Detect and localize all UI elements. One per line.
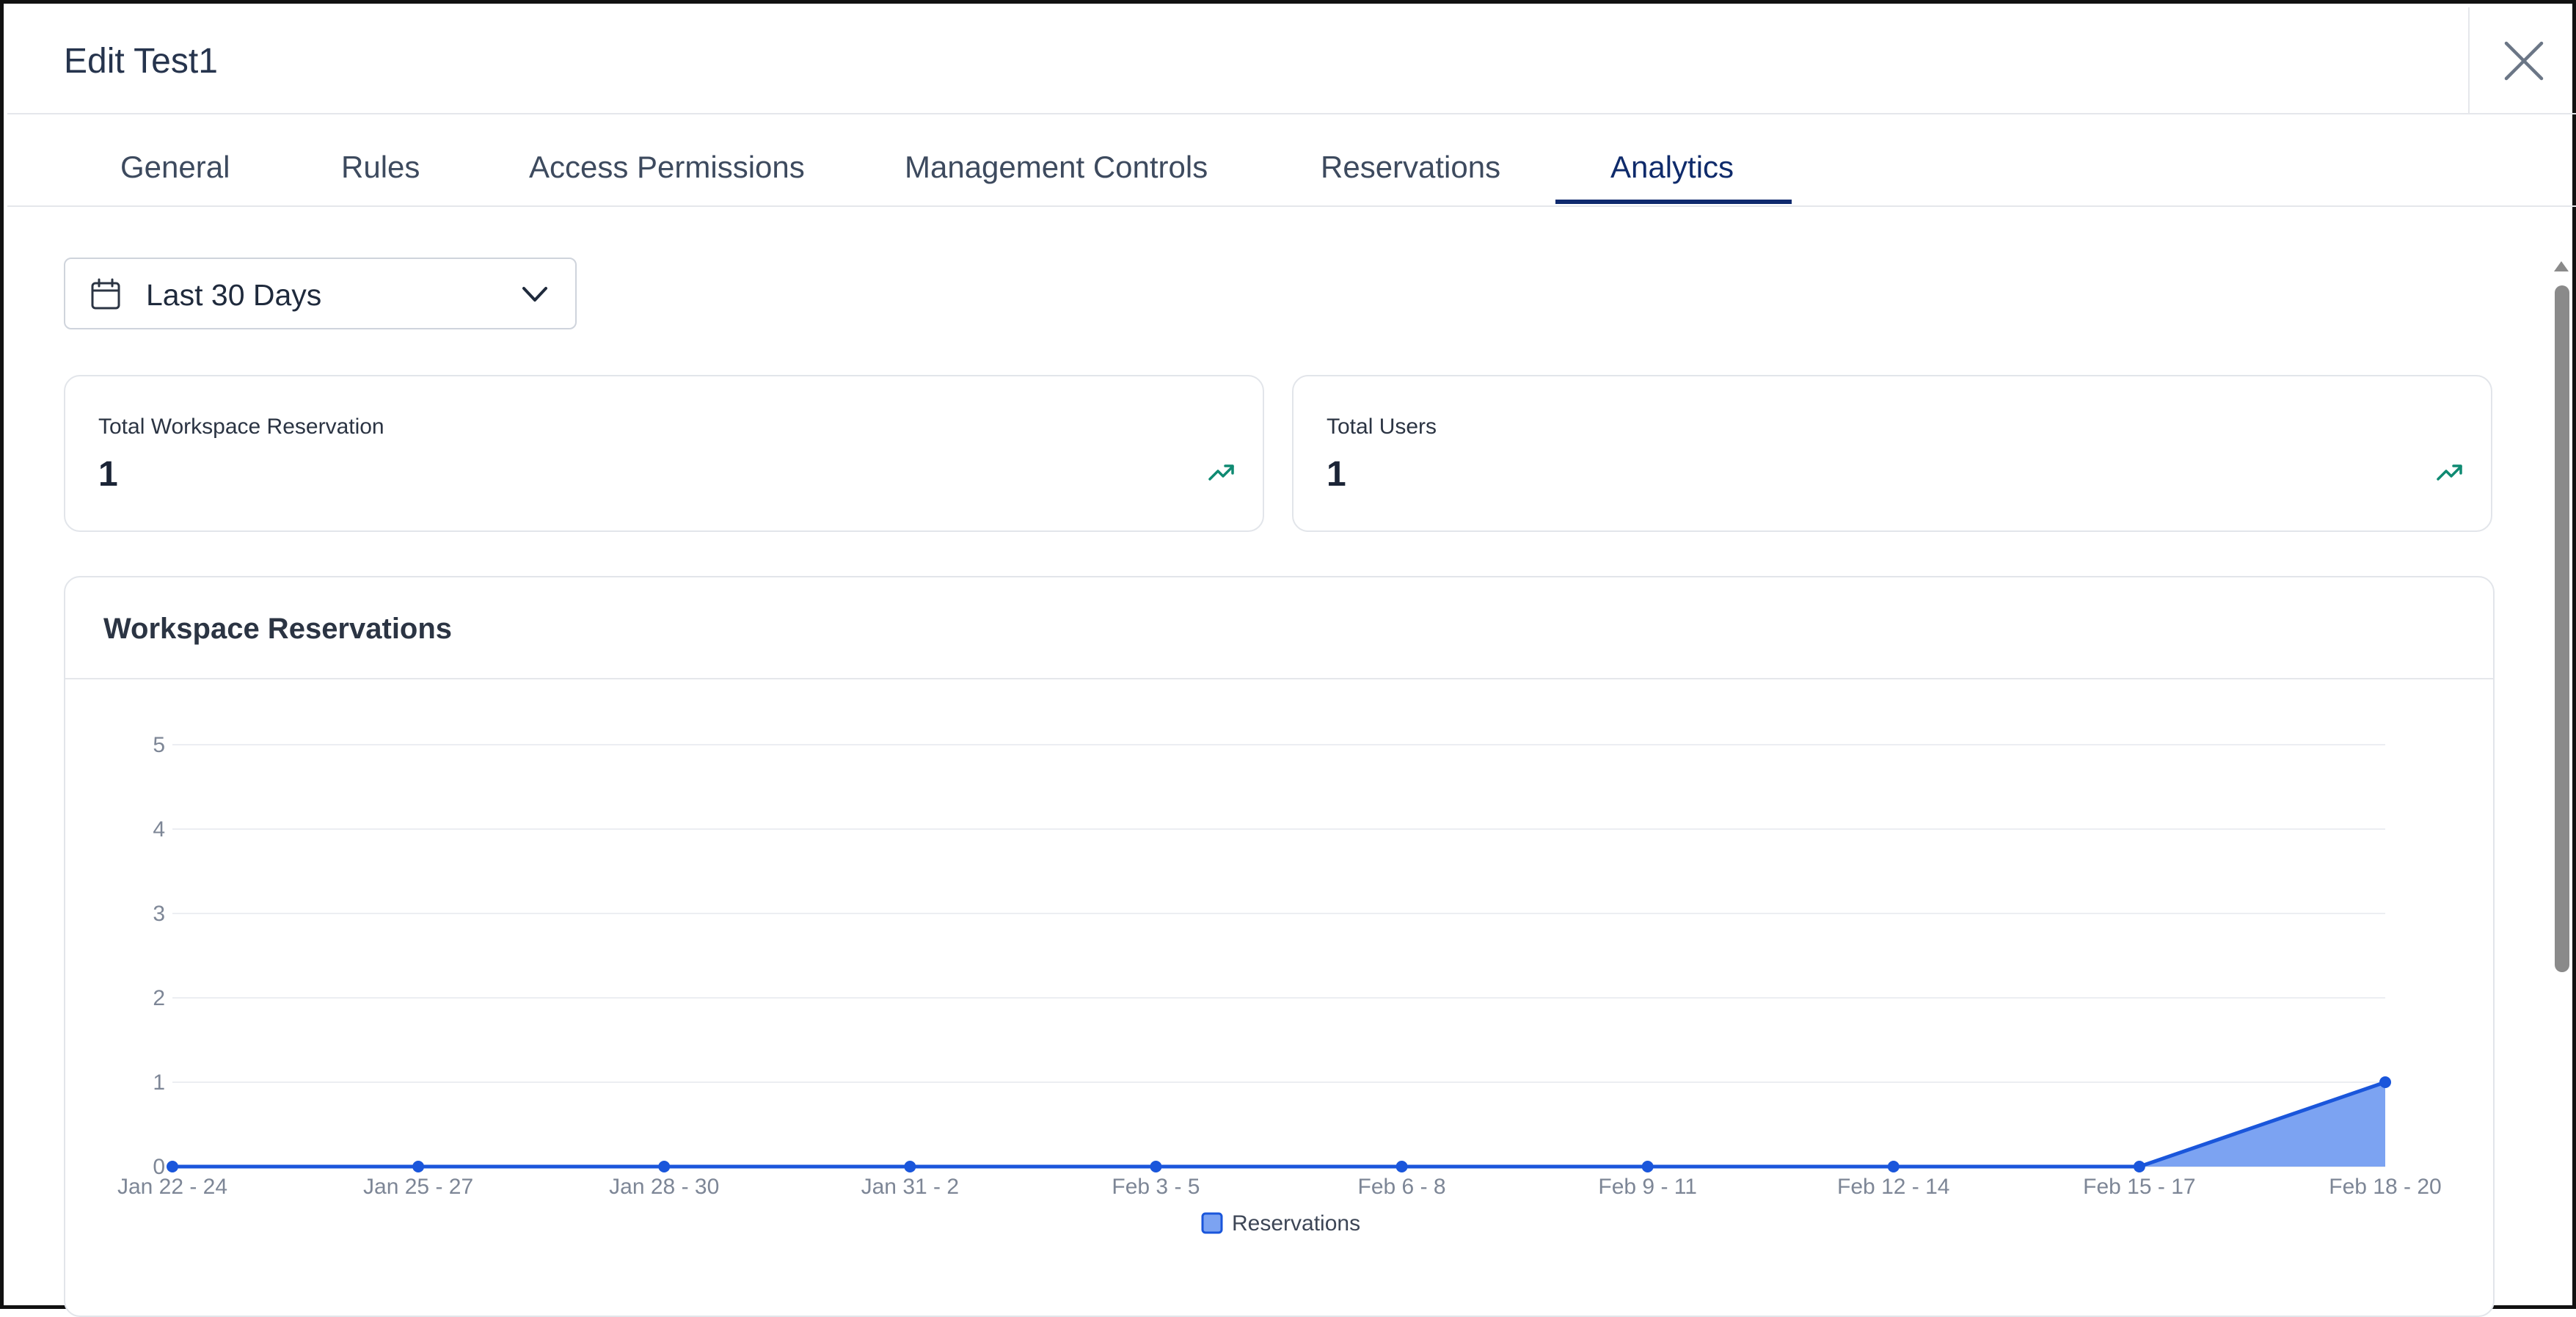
workspace-reservations-panel: Workspace Reservations 0 1 2 3 4 5 Jan 22 - 2… [64,576,2495,1317]
x-tick-label: Feb 9 - 11 [1598,1175,1697,1199]
chart-grid [172,744,2385,1167]
y-tick-label: 5 [153,733,165,757]
date-range-value: Last 30 Days [146,278,322,312]
calendar-icon [91,278,120,310]
stat-card-total-users: Total Users 1 [1292,375,2492,532]
chart-points [167,1076,2391,1172]
date-range-dropdown[interactable]: Last 30 Days [64,258,577,329]
y-axis-ticks: 0 1 2 3 4 5 [153,733,165,1179]
tab-management-controls[interactable]: Management Controls [905,150,1208,184]
y-tick-label: 0 [153,1155,165,1179]
data-point[interactable] [1395,1161,1408,1172]
data-point[interactable] [904,1161,916,1172]
data-point[interactable] [2379,1076,2391,1088]
dialog-header: Edit Test1 [7,7,2576,114]
y-tick-label: 3 [153,902,165,926]
data-point[interactable] [412,1161,425,1172]
dialog-title: Edit Test1 [64,42,218,81]
x-axis-ticks: Jan 22 - 24 Jan 25 - 27 Jan 28 - 30 Jan 31 … [117,1175,2442,1199]
stat-value: 1 [98,455,118,494]
panel-divider [65,678,2493,679]
x-tick-label: Feb 15 - 17 [2083,1175,2195,1199]
chart-title: Workspace Reservations [103,613,453,645]
x-tick-label: Jan 25 - 27 [363,1175,473,1199]
x-tick-label: Feb 6 - 8 [1358,1175,1446,1199]
stat-label: Total Users [1327,415,1437,439]
legend-swatch[interactable] [1201,1212,1223,1234]
trending-up-icon [1208,464,1234,481]
tab-analytics[interactable]: Analytics [1610,150,1734,184]
stat-card-total-reservations: Total Workspace Reservation 1 [64,375,1264,532]
active-tab-indicator [1555,200,1792,204]
chart-area [172,1080,2386,1169]
x-tick-label: Feb 18 - 20 [2329,1175,2441,1199]
close-button[interactable] [2468,7,2576,114]
chart-legend: Reservations [1201,1211,1360,1236]
reservations-chart: 0 1 2 3 4 5 Jan 22 - 24 Jan 25 - 27 Jan 28 - 30… [117,733,2442,1236]
data-point[interactable] [2133,1161,2145,1172]
x-tick-label: Jan 31 - 2 [861,1175,959,1199]
y-tick-label: 2 [153,986,165,1010]
series-area-reservations [172,1082,2385,1167]
scrollbar-thumb[interactable] [2555,285,2569,972]
x-tick-label: Jan 28 - 30 [609,1175,719,1199]
stat-label: Total Workspace Reservation [98,415,384,439]
data-point[interactable] [1641,1161,1654,1172]
tab-rules[interactable]: Rules [341,150,420,184]
tab-general[interactable]: General [120,150,230,184]
tab-reservations[interactable]: Reservations [1321,150,1501,184]
stat-value: 1 [1327,455,1346,494]
series-line-reservations [172,1080,2386,1169]
data-point[interactable] [1887,1161,1900,1172]
x-tick-label: Feb 3 - 5 [1112,1175,1200,1199]
scroll-up-icon[interactable] [2553,260,2569,272]
y-tick-label: 1 [153,1070,165,1095]
tab-bar: General Rules Access Permissions Managem… [7,114,2576,207]
trending-up-icon [2437,464,2462,481]
legend-label[interactable]: Reservations [1232,1211,1360,1236]
chevron-down-icon [522,287,547,302]
data-point[interactable] [658,1161,671,1172]
tab-access-permissions[interactable]: Access Permissions [529,150,805,184]
x-tick-label: Jan 22 - 24 [117,1175,227,1199]
y-tick-label: 4 [153,817,165,842]
x-tick-label: Feb 12 - 14 [1837,1175,1949,1199]
close-icon [2504,41,2544,81]
data-point[interactable] [1150,1161,1162,1172]
data-point[interactable] [167,1161,178,1172]
